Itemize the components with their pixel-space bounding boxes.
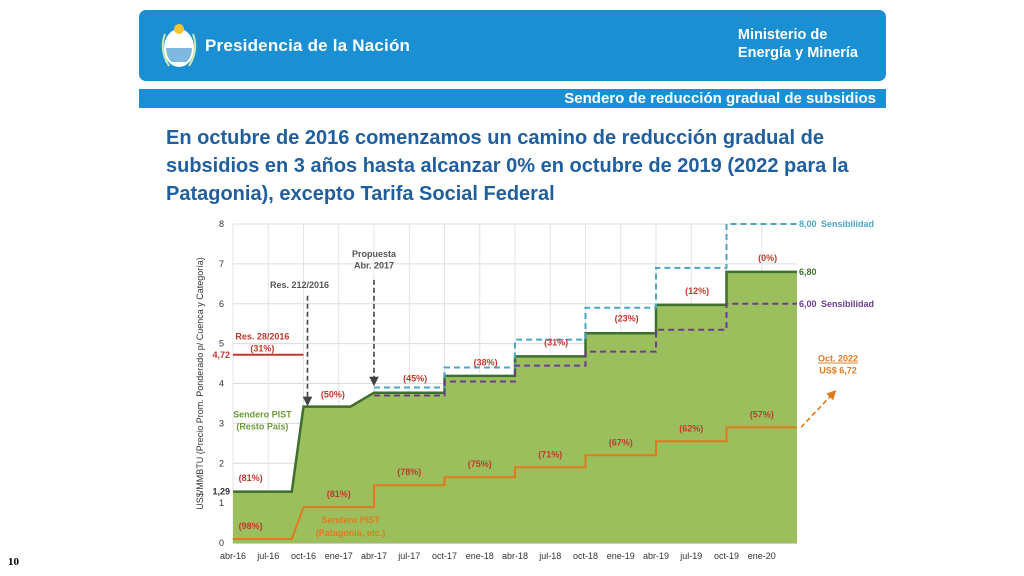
header-banner: Presidencia de la Nación Ministerio de E… xyxy=(139,10,886,81)
lower-pct-label: (81%) xyxy=(327,489,351,499)
pist-patagonia-label-2: (Patagonia, etc.) xyxy=(316,528,386,538)
series-line-sensibilidad-upper xyxy=(374,223,797,389)
section-title: Sendero de reducción gradual de subsidio… xyxy=(139,89,886,108)
pist-resto-label-1: Sendero PIST xyxy=(233,409,292,419)
upper-pct-label: (50%) xyxy=(321,389,345,399)
lower-pct-label: (57%) xyxy=(750,409,774,419)
y-tick-label: 1 xyxy=(219,498,224,508)
x-tick-label: oct-16 xyxy=(291,551,316,561)
lower-pct-label: (62%) xyxy=(679,423,703,433)
x-tick-label: jul-18 xyxy=(538,551,561,561)
series-area-resto-pais xyxy=(233,271,797,543)
value-800-label: 8,00 xyxy=(799,219,817,229)
lower-pct-label: (67%) xyxy=(609,437,633,447)
sensibilidad-upper-label: Sensibilidad xyxy=(821,219,874,229)
x-tick-label: abr-18 xyxy=(502,551,528,561)
x-tick-label: abr-16 xyxy=(220,551,246,561)
y-tick-label: 2 xyxy=(219,458,224,468)
ministry-line-2: Energía y Minería xyxy=(737,45,858,61)
res-212-label: Res. 212/2016 xyxy=(270,280,329,290)
x-tick-label: abr-17 xyxy=(361,551,387,561)
value-472-label: 4,72 xyxy=(212,350,230,360)
coat-of-arms-icon xyxy=(161,24,197,67)
x-tick-label: ene-20 xyxy=(748,551,776,561)
pist-patagonia-label-1: Sendero PIST xyxy=(321,515,380,525)
value-129-label: 1,29 xyxy=(212,487,230,497)
y-tick-label: 4 xyxy=(219,379,224,389)
x-tick-label: jul-16 xyxy=(256,551,279,561)
y-tick-label: 0 xyxy=(219,538,224,548)
ministry-line-1: Ministerio de xyxy=(737,27,828,43)
upper-pct-label: (12%) xyxy=(685,286,709,296)
y-tick-label: 5 xyxy=(219,339,224,349)
series-line-sensibilidad-lower xyxy=(374,302,797,397)
propuesta-label-1: Propuesta xyxy=(352,249,397,259)
lower-pct-label: (98%) xyxy=(239,521,263,531)
oct-2022-arrow xyxy=(800,389,837,428)
x-tick-label: jul-19 xyxy=(679,551,702,561)
upper-pct-label: (38%) xyxy=(474,358,498,368)
lower-pct-label: (71%) xyxy=(538,449,562,459)
x-tick-label: ene-18 xyxy=(466,551,494,561)
y-tick-label: 8 xyxy=(219,219,224,229)
upper-pct-label: (81%) xyxy=(239,473,263,483)
res-28-pct-label: (31%) xyxy=(250,344,274,354)
x-tick-label: oct-19 xyxy=(714,551,739,561)
res-28-label: Res. 28/2016 xyxy=(235,332,289,342)
y-axis-label: US$/MMBTU (Precio Prom. Ponderado p/ Cue… xyxy=(195,257,205,510)
y-tick-label: 6 xyxy=(219,299,224,309)
org-name: Presidencia de la Nación xyxy=(205,36,411,55)
upper-pct-label: (31%) xyxy=(544,338,568,348)
headline: En octubre de 2016 comenzamos un camino … xyxy=(166,127,849,205)
sensibilidad-lower-label: Sensibilidad xyxy=(821,299,874,309)
x-tick-label: jul-17 xyxy=(397,551,420,561)
y-tick-label: 3 xyxy=(219,418,224,428)
upper-pct-label: (0%) xyxy=(758,253,777,263)
series-line-patagonia xyxy=(233,426,797,540)
oct-2022-label-1: Oct. 2022 xyxy=(818,354,858,364)
lower-pct-label: (75%) xyxy=(468,459,492,469)
x-tick-label: oct-17 xyxy=(432,551,457,561)
x-tick-label: ene-17 xyxy=(325,551,353,561)
ministry-name: Ministerio de Energía y Minería xyxy=(738,26,858,62)
x-tick-label: oct-18 xyxy=(573,551,598,561)
page-number: 10 xyxy=(8,556,19,568)
propuesta-label-2: Abr. 2017 xyxy=(354,261,394,271)
upper-pct-label: (45%) xyxy=(403,373,427,383)
oct-2022-label-2: US$ 6,72 xyxy=(819,366,857,376)
y-tick-label: 7 xyxy=(219,259,224,269)
lower-pct-label: (78%) xyxy=(397,467,421,477)
pist-resto-label-2: (Resto País) xyxy=(236,421,288,431)
upper-pct-label: (23%) xyxy=(615,314,639,324)
x-tick-label: ene-19 xyxy=(607,551,635,561)
x-tick-label: abr-19 xyxy=(643,551,669,561)
value-680-label: 6,80 xyxy=(799,267,817,277)
value-600-label: 6,00 xyxy=(799,299,817,309)
